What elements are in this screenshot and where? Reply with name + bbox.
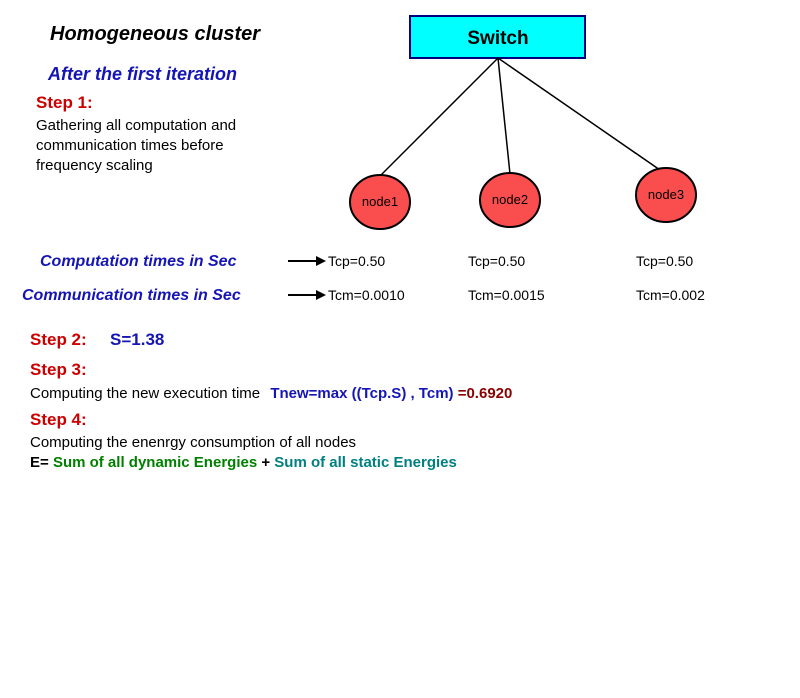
comp-times-label: Computation times in Sec xyxy=(40,253,237,270)
edge xyxy=(498,58,660,170)
energy-plus: + xyxy=(261,454,274,471)
switch-node: Switch xyxy=(410,16,585,58)
diagram-canvas: Homogeneous cluster After the first iter… xyxy=(0,0,800,698)
step3-formula: Tnew=max ((Tcp.S) , Tcm) xyxy=(270,385,457,402)
node-label: node3 xyxy=(648,187,684,202)
step1-text-line3: frequency scaling xyxy=(36,157,153,174)
step4-text: Computing the enenrgy consumption of all… xyxy=(30,434,356,451)
tcp-node2: Tcp=0.50 xyxy=(468,253,525,269)
energy-prefix: E= xyxy=(30,454,49,471)
step1-label: Step 1: xyxy=(36,93,93,112)
tcm-node2: Tcm=0.0015 xyxy=(468,287,545,303)
edges xyxy=(380,58,660,176)
step3-result: =0.6920 xyxy=(458,385,513,402)
arrow-comp xyxy=(288,256,326,266)
switch-label: Switch xyxy=(467,28,528,49)
energy-static: Sum of all static Energies xyxy=(274,454,457,471)
node-label: node2 xyxy=(492,192,528,207)
arrow-comm xyxy=(288,290,326,300)
comm-times-label: Communication times in Sec xyxy=(22,287,241,304)
node-node1: node1 xyxy=(350,175,410,229)
step2-s-value: S=1.38 xyxy=(110,330,164,349)
step4-label: Step 4: xyxy=(30,410,87,429)
node-node3: node3 xyxy=(636,168,696,222)
node-node2: node2 xyxy=(480,173,540,227)
edge xyxy=(380,58,498,176)
tcp-node1: Tcp=0.50 xyxy=(328,253,385,269)
page-title: Homogeneous cluster xyxy=(50,23,261,45)
step3-line: Computing the new execution time Tnew=ma… xyxy=(30,385,512,402)
step3-label: Step 3: xyxy=(30,360,87,379)
subtitle: After the first iteration xyxy=(47,64,237,84)
step2-label: Step 2: xyxy=(30,330,87,349)
step3-prefix: Computing the new execution time xyxy=(30,385,260,402)
edge xyxy=(498,58,510,174)
tcp-node3: Tcp=0.50 xyxy=(636,253,693,269)
energy-dynamic: Sum of all dynamic Energies xyxy=(53,454,257,471)
step1-text-line1: Gathering all computation and xyxy=(36,117,236,134)
energy-line: E= Sum of all dynamic Energies + Sum of … xyxy=(30,454,457,471)
nodes: node1 node2 node3 xyxy=(350,168,696,229)
tcm-node3: Tcm=0.002 xyxy=(636,287,705,303)
node-label: node1 xyxy=(362,194,398,209)
tcm-node1: Tcm=0.0010 xyxy=(328,287,405,303)
step1-text-line2: communication times before xyxy=(36,137,224,154)
